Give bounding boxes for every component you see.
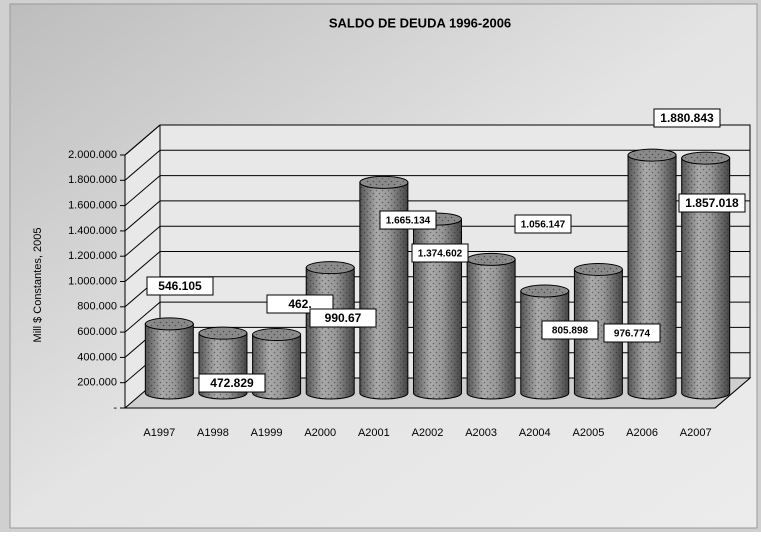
- x-tick-label: A2000: [304, 427, 336, 439]
- y-tick-label: 200.000: [77, 377, 117, 389]
- x-tick-label: A2006: [626, 427, 658, 439]
- value-label: 472.829: [210, 376, 254, 390]
- bar-top-texture: [362, 178, 405, 187]
- value-label-box: [603, 323, 661, 343]
- y-tick-label: 1.800.000: [68, 174, 117, 186]
- value-label: 546.105: [158, 279, 202, 293]
- bar-texture: [467, 259, 516, 399]
- value-label-box: [309, 308, 377, 328]
- x-tick-label: A1999: [251, 427, 283, 439]
- value-label-box: [541, 320, 599, 340]
- value-label-box: [379, 210, 437, 230]
- y-tick-label: 1.200.000: [68, 250, 117, 262]
- value-label: 1.056.147: [521, 220, 566, 231]
- bar-top-texture: [631, 151, 674, 160]
- y-tick-label: 1.400.000: [68, 225, 117, 237]
- grid-line: [124, 124, 750, 156]
- grid-line: [124, 149, 750, 181]
- bar-top-texture: [470, 255, 513, 264]
- value-label: 1.880.843: [660, 111, 714, 125]
- value-label-box: [146, 276, 214, 296]
- bar-top-texture: [255, 330, 298, 339]
- bar-top-texture: [523, 287, 566, 296]
- x-tick-label: A2002: [412, 427, 444, 439]
- y-tick-label: 1.600.000: [68, 200, 117, 212]
- bar-top-texture: [577, 265, 620, 274]
- value-label: 1.665.134: [386, 216, 431, 227]
- bar-top-texture: [148, 319, 191, 328]
- x-tick-label: A1998: [197, 427, 229, 439]
- value-label-box: [653, 108, 721, 128]
- grid-line: [124, 175, 750, 206]
- value-label: 1.374.602: [418, 249, 463, 260]
- bar-texture: [145, 323, 194, 399]
- bar-top-texture: [201, 329, 244, 338]
- y-tick-label: -: [113, 402, 117, 414]
- value-label: 462.: [288, 297, 311, 311]
- x-tick-label: A2001: [358, 427, 390, 439]
- chart-title: SALDO DE DEUDA 1996-2006: [329, 15, 511, 30]
- y-tick-label: 1.000.000: [68, 275, 117, 287]
- bar-top-texture: [309, 263, 352, 272]
- grid-line: [124, 251, 750, 282]
- value-label: 805.898: [552, 326, 589, 337]
- bar-top-texture: [684, 154, 727, 163]
- y-tick-label: 2.000.000: [68, 149, 117, 161]
- y-tick-label: 800.000: [77, 301, 117, 313]
- grid-line: [124, 200, 750, 232]
- bar-texture: [359, 182, 408, 399]
- y-tick-label: 600.000: [77, 326, 117, 338]
- bar-texture: [306, 267, 355, 399]
- value-label-box: [411, 243, 469, 263]
- value-label-box: [198, 373, 266, 393]
- x-tick-label: A1997: [143, 427, 175, 439]
- bar-texture: [628, 155, 677, 399]
- y-tick-label: 400.000: [77, 351, 117, 363]
- x-tick-label: A2003: [465, 427, 497, 439]
- x-tick-label: A2004: [519, 427, 551, 439]
- bar-texture: [520, 291, 569, 399]
- x-tick-label: A2005: [573, 427, 605, 439]
- value-label: 976.774: [614, 329, 651, 340]
- value-label: 1.857.018: [685, 196, 739, 210]
- value-label-box: [514, 214, 572, 234]
- value-label-box: [678, 193, 746, 213]
- value-label: 990.67: [325, 311, 362, 325]
- bar-texture: [681, 158, 730, 399]
- bar-texture: [413, 219, 462, 399]
- x-tick-label: A2007: [680, 427, 712, 439]
- y-axis-label: Mill $ Constantes, 2005: [32, 228, 44, 343]
